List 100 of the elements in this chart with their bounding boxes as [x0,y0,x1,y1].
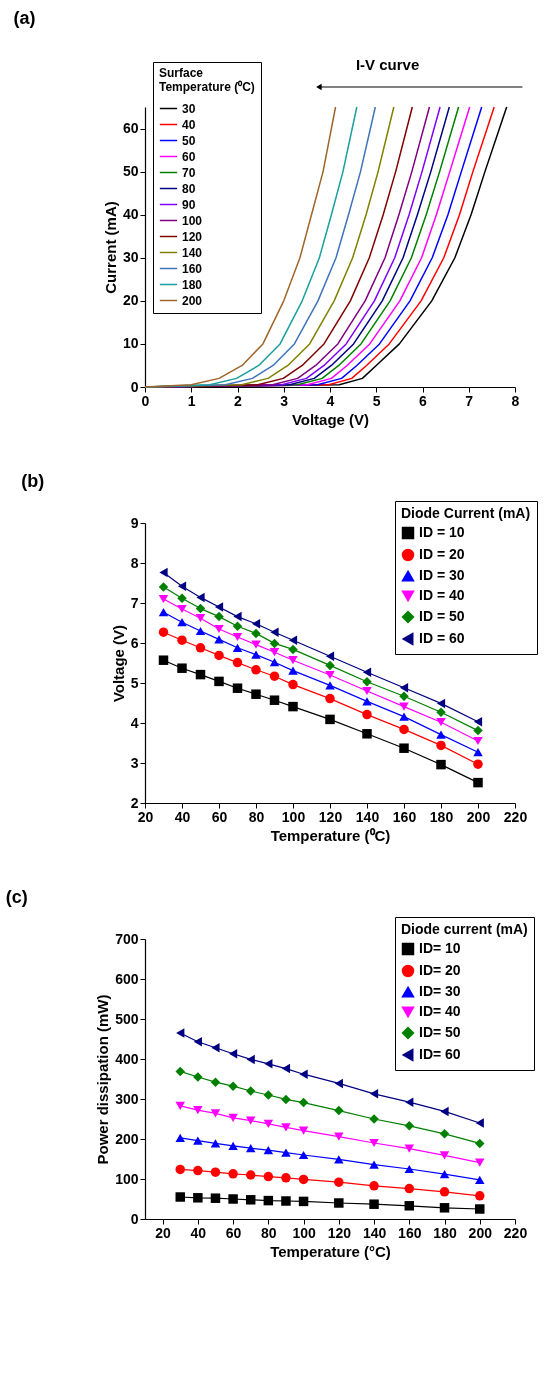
point [439,1151,450,1160]
point [399,724,409,735]
legend-label: ID = 20 [419,546,465,562]
point [177,618,187,627]
x-tick-label: 60 [225,1224,242,1241]
y-axis-title: Voltage (V) [109,624,127,703]
x-tick-label: 0 [141,392,150,409]
point [369,1181,379,1191]
point [228,1141,238,1150]
point [269,638,280,649]
point [251,665,261,675]
point [228,1081,238,1091]
point [176,1028,185,1038]
chart-title: (b) [21,470,45,491]
legend-label: ID = 60 [419,630,465,646]
point [195,626,206,636]
legend-label: 70 [182,165,196,180]
point [440,1106,449,1117]
x-tick-label: 6 [419,392,428,409]
y-tick-label: 4 [130,714,139,731]
y-tick-label: 6 [130,634,139,651]
point [232,621,243,631]
point [325,714,335,725]
legend-label: ID = 30 [419,567,465,583]
point [195,614,206,623]
x-tick-label: 120 [318,808,343,825]
legend-label: ID= 50 [419,1024,461,1040]
point [281,1196,291,1206]
legend-label: ID= 10 [419,940,461,956]
point [436,740,446,751]
x-tick-label: 2 [234,392,243,409]
point [193,1106,203,1115]
legend-label: 180 [182,277,203,292]
point [325,651,335,661]
point [369,1160,379,1169]
point [210,1139,221,1148]
point [263,1171,274,1182]
point [251,640,261,649]
y-tick-label: 8 [130,554,139,571]
point [263,1119,274,1128]
y-tick-label: 700 [115,930,139,947]
y-tick-label: 500 [115,1010,139,1027]
point [211,1043,220,1053]
point [177,604,187,614]
point [210,1167,221,1177]
point [475,1191,485,1201]
point [473,777,483,788]
point [475,1138,485,1149]
point [175,1164,185,1175]
point [334,1155,344,1164]
point [334,1078,343,1089]
point [288,644,298,655]
point [325,670,335,680]
legend-label: 80 [182,181,196,196]
x-tick-label: 40 [190,1224,207,1241]
point [298,1150,309,1160]
point [193,1136,203,1145]
point [175,1066,185,1077]
y-tick-label: 200 [115,1130,139,1147]
legend-label: 140 [182,245,203,260]
point [298,1126,309,1135]
legend-label: 120 [182,229,203,244]
point [233,611,242,622]
point [214,650,224,661]
y-axis-title: Power dissipation (mW) [94,994,112,1165]
point [251,650,261,659]
point [251,628,261,639]
x-tick-label: 100 [292,1224,316,1241]
legend-label: 160 [182,261,203,276]
legend-label: 50 [182,133,196,148]
x-tick-label: 20 [155,1224,172,1241]
legend-label: 30 [182,101,196,116]
x-tick-label: 8 [511,392,520,409]
point [439,1170,450,1179]
point [299,1069,308,1079]
point [158,608,169,617]
point [325,681,335,690]
point [439,1187,450,1197]
x-tick-label: 140 [362,1224,387,1241]
point [475,1175,485,1184]
point [399,683,409,693]
point [228,1113,238,1122]
legend-title: Diode Current (mA) [401,505,531,521]
point [362,729,372,739]
y-tick-label: 7 [130,594,139,611]
point [369,1199,379,1209]
point [404,1201,415,1211]
point [362,667,372,677]
point [281,1148,291,1157]
point [196,592,205,603]
y-tick-label: 50 [122,163,139,180]
point [177,663,187,673]
x-tick-label: 200 [466,808,491,825]
legend-title: Surface Temperature (⁰C) [159,66,255,94]
point [404,1121,415,1131]
y-tick-label: 600 [115,970,139,987]
point [175,1192,185,1202]
point [177,635,187,645]
y-axis-title: Current (mA) [101,201,119,294]
point [159,567,168,578]
